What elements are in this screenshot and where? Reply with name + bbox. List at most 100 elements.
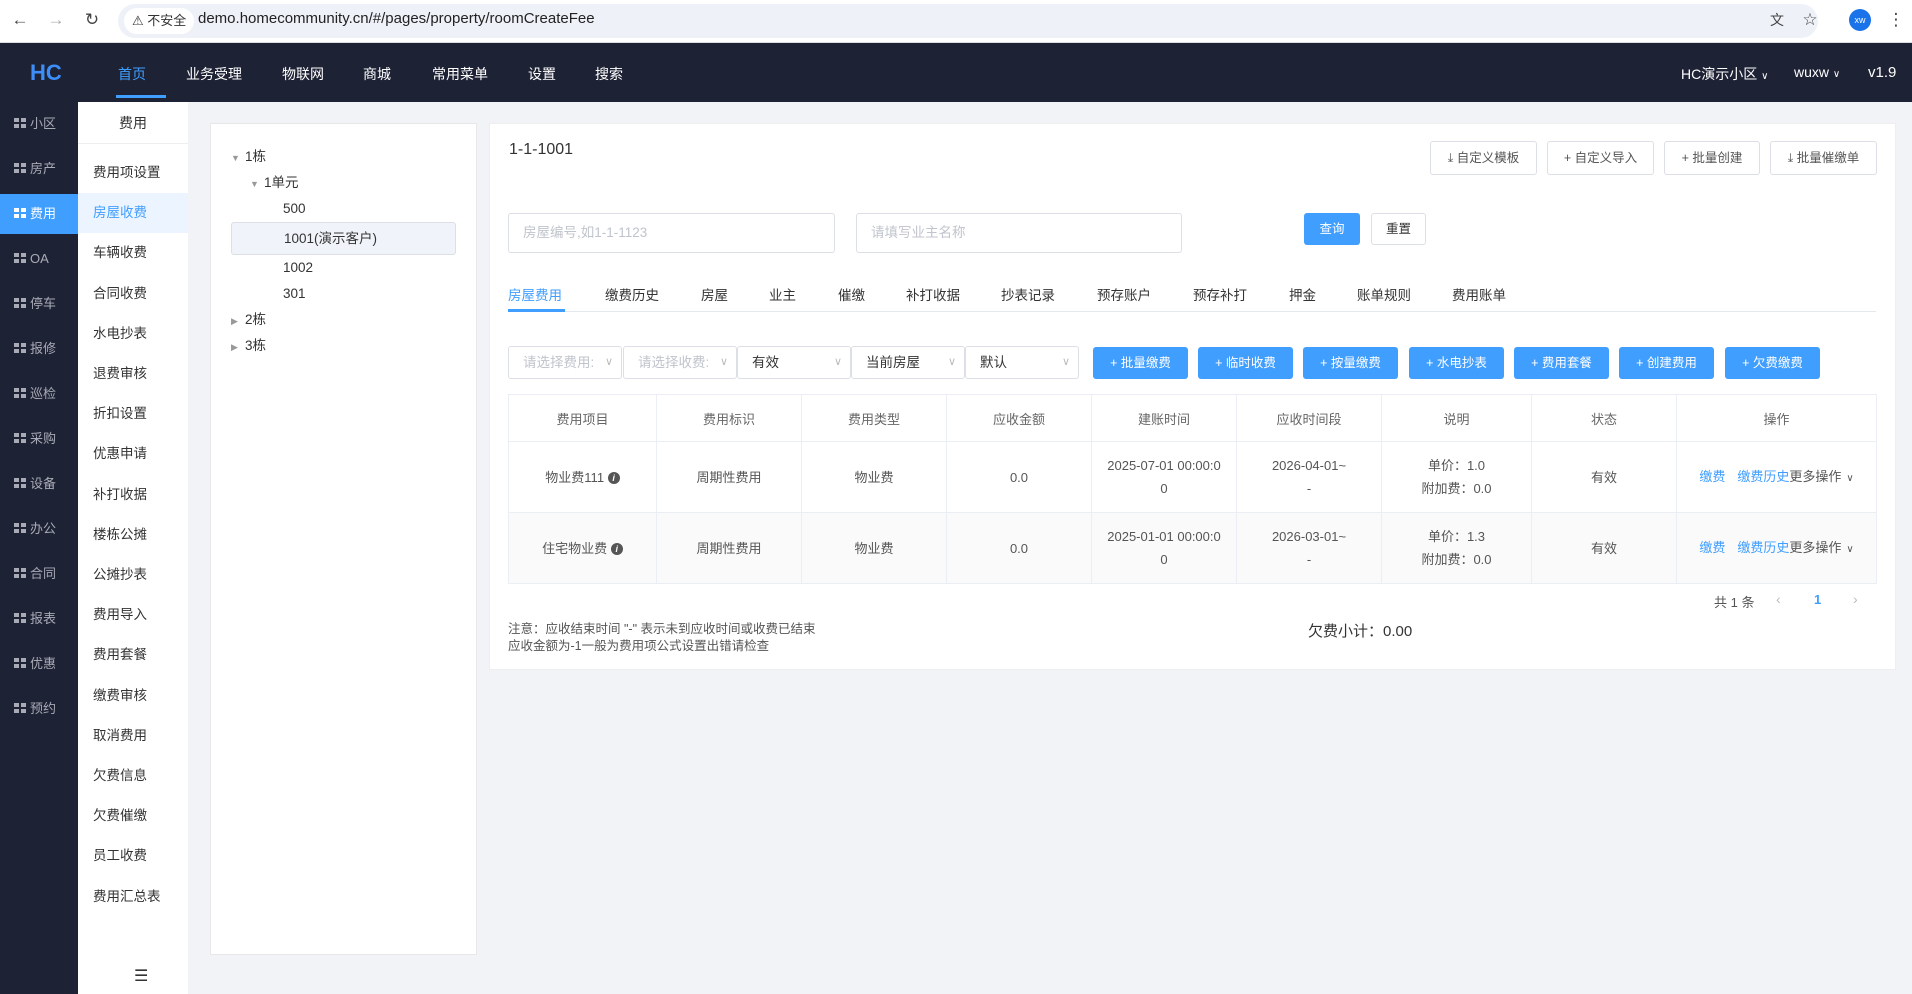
- tree-node[interactable]: 1002: [231, 255, 456, 281]
- sidebar-item[interactable]: 小区: [0, 104, 78, 144]
- sub-sidebar-item[interactable]: 欠费催缴: [93, 808, 147, 824]
- sub-sidebar-item[interactable]: 退费审核: [93, 366, 147, 381]
- forward-icon[interactable]: →: [47, 10, 65, 29]
- sub-sidebar-item[interactable]: 折扣设置: [93, 406, 147, 422]
- fee-action-button[interactable]: + 水电抄表: [1409, 347, 1504, 379]
- query-button[interactable]: 查询: [1304, 213, 1360, 245]
- fee-action-button[interactable]: + 临时收费: [1198, 347, 1293, 379]
- nav-settings[interactable]: 设置: [528, 66, 556, 82]
- sub-sidebar-item[interactable]: 优惠申请: [93, 446, 147, 462]
- address-bar[interactable]: [118, 4, 1818, 38]
- caret-icon[interactable]: ▼: [250, 179, 259, 189]
- room-number-input[interactable]: 房屋编号,如1-1-1123: [508, 213, 835, 253]
- sub-sidebar-item[interactable]: 员工收费: [93, 848, 147, 864]
- filter-select[interactable]: 有效 ∨: [737, 346, 851, 379]
- tab[interactable]: 房屋: [701, 288, 728, 303]
- sidebar-item[interactable]: 办公: [0, 509, 78, 549]
- custom-import-button[interactable]: + 自定义导入: [1547, 141, 1654, 175]
- sub-sidebar-item[interactable]: 公摊抄表: [93, 567, 147, 582]
- info-icon[interactable]: i: [610, 543, 623, 556]
- nav-search[interactable]: 搜索: [595, 66, 623, 82]
- tab[interactable]: 押金: [1289, 288, 1316, 303]
- nav-common-menu[interactable]: 常用菜单: [432, 66, 488, 82]
- tree-node[interactable]: 1001(演示客户): [231, 222, 456, 255]
- fee-action-button[interactable]: + 欠费缴费: [1725, 347, 1820, 379]
- sidebar-item[interactable]: 设备: [0, 464, 78, 504]
- filter-select[interactable]: 请选择收费: ∨: [623, 346, 737, 379]
- prev-page-icon[interactable]: ‹: [1776, 591, 1781, 607]
- sub-sidebar-item[interactable]: 水电抄表: [93, 325, 147, 341]
- reload-icon[interactable]: ↻: [84, 10, 100, 29]
- filter-select[interactable]: 默认 ∨: [965, 346, 1079, 379]
- sidebar-item[interactable]: 报表: [0, 599, 78, 639]
- caret-icon[interactable]: ▶: [231, 342, 238, 352]
- pay-link[interactable]: 缴费: [1699, 539, 1726, 555]
- tab[interactable]: 催缴: [838, 288, 865, 303]
- sub-sidebar-item[interactable]: 费用套餐: [93, 647, 147, 663]
- nav-mall[interactable]: 商城: [363, 66, 391, 82]
- sub-sidebar-item[interactable]: 费用项设置: [93, 165, 161, 180]
- sub-sidebar-item[interactable]: 房屋收费: [78, 193, 188, 234]
- next-page-icon[interactable]: ›: [1853, 591, 1858, 607]
- url-text[interactable]: demo.homecommunity.cn/#/pages/property/r…: [198, 10, 595, 27]
- tab[interactable]: 预存账户: [1097, 288, 1151, 303]
- sub-sidebar-item[interactable]: 取消费用: [93, 727, 147, 743]
- sidebar-item[interactable]: 费用: [0, 194, 78, 234]
- sub-sidebar-item[interactable]: 费用汇总表: [93, 888, 161, 904]
- user-menu[interactable]: wuxw ∨: [1794, 64, 1840, 80]
- tab[interactable]: 抄表记录: [1001, 288, 1055, 303]
- fee-action-button[interactable]: + 创建费用: [1619, 347, 1714, 379]
- nav-iot[interactable]: 物联网: [282, 66, 324, 82]
- tab[interactable]: 缴费历史: [605, 288, 659, 303]
- menu-icon[interactable]: ⋮: [1887, 10, 1905, 29]
- sidebar-item[interactable]: 优惠: [0, 644, 78, 684]
- fee-action-button[interactable]: + 按量缴费: [1303, 347, 1398, 379]
- sub-sidebar-item[interactable]: 欠费信息: [93, 768, 147, 783]
- caret-icon[interactable]: ▼: [231, 153, 240, 163]
- translate-icon[interactable]: 文: [1770, 12, 1784, 28]
- sidebar-item[interactable]: 采购: [0, 419, 78, 459]
- sub-sidebar-item[interactable]: 缴费审核: [93, 687, 147, 703]
- community-select[interactable]: HC演示小区 ∨: [1681, 64, 1768, 84]
- collapse-menu-icon[interactable]: ☰: [134, 968, 149, 985]
- more-ops-dropdown[interactable]: 更多操作 ∨: [1789, 540, 1853, 555]
- pay-history-link[interactable]: 缴费历史: [1737, 468, 1790, 484]
- star-icon[interactable]: ☆: [1802, 10, 1818, 29]
- tree-node[interactable]: ▶ 2栋: [231, 307, 456, 333]
- reset-button[interactable]: 重置: [1371, 213, 1426, 245]
- sidebar-item[interactable]: OA: [0, 239, 78, 279]
- security-badge[interactable]: ⚠ 不安全: [124, 8, 195, 34]
- more-ops-dropdown[interactable]: 更多操作 ∨: [1789, 469, 1853, 484]
- tree-node[interactable]: ▼ 1栋: [231, 144, 456, 170]
- tab[interactable]: 费用账单: [1452, 288, 1506, 303]
- sidebar-item[interactable]: 房产: [0, 149, 78, 189]
- tree-node[interactable]: 301: [231, 281, 456, 307]
- tab[interactable]: 账单规则: [1357, 288, 1411, 303]
- info-icon[interactable]: i: [607, 472, 620, 485]
- fee-action-button[interactable]: + 费用套餐: [1514, 347, 1609, 379]
- filter-select[interactable]: 当前房屋 ∨: [851, 346, 965, 379]
- caret-icon[interactable]: ▶: [231, 316, 238, 326]
- nav-home[interactable]: 首页: [118, 66, 146, 82]
- profile-avatar[interactable]: xw: [1849, 9, 1871, 31]
- page-number[interactable]: 1: [1814, 592, 1822, 607]
- pay-history-link[interactable]: 缴费历史: [1737, 539, 1790, 555]
- tab[interactable]: 业主: [769, 288, 796, 303]
- tree-node[interactable]: ▶ 3栋: [231, 333, 456, 359]
- sidebar-item[interactable]: 报修: [0, 329, 78, 369]
- owner-name-input[interactable]: 请填写业主名称: [856, 213, 1182, 253]
- nav-business[interactable]: 业务受理: [186, 66, 242, 82]
- sidebar-item[interactable]: 合同: [0, 554, 78, 594]
- tab[interactable]: 房屋费用: [508, 288, 562, 303]
- sub-sidebar-item[interactable]: 合同收费: [93, 285, 147, 301]
- tab[interactable]: 补打收据: [906, 288, 960, 303]
- sidebar-item[interactable]: 巡检: [0, 374, 78, 414]
- sub-sidebar-item[interactable]: 车辆收费: [93, 245, 147, 261]
- sidebar-item[interactable]: 预约: [0, 689, 78, 729]
- sub-sidebar-item[interactable]: 补打收据: [93, 486, 147, 502]
- tree-node[interactable]: ▼ 1单元: [231, 170, 456, 196]
- back-icon[interactable]: ←: [11, 10, 29, 29]
- tab[interactable]: 预存补打: [1193, 288, 1247, 303]
- batch-create-button[interactable]: + 批量创建: [1664, 141, 1760, 175]
- sub-sidebar-item[interactable]: 楼栋公摊: [93, 526, 147, 542]
